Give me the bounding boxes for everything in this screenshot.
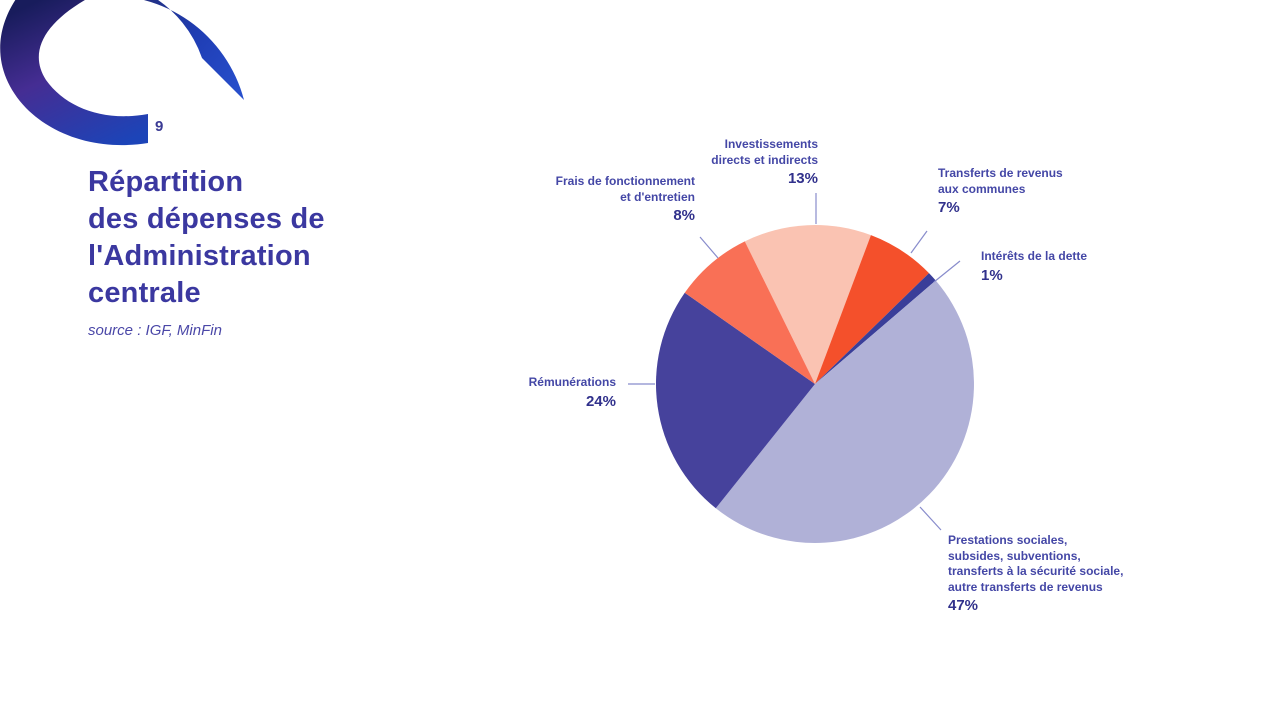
pie-slice-investissements — [744, 225, 871, 384]
pie-value-interets-dette: 1% — [981, 266, 1003, 284]
pie-value-remunerations: 24% — [585, 392, 616, 410]
pie-slices-group — [655, 225, 974, 543]
pie-label-prestations-sociales: Prestations sociales, subsides, subventi… — [948, 533, 1124, 614]
arc-swoosh-inner — [143, 0, 244, 100]
leader-line-transferts-communes — [910, 230, 928, 254]
pie-label-frais-fonctionnement: Frais de fonctionnement et d'entretien 8… — [555, 174, 695, 224]
page-number: 9 — [155, 118, 164, 135]
pie-slice-interets-dette — [815, 273, 936, 384]
leader-lines-group — [628, 193, 961, 531]
slide-title-line: des dépenses de — [88, 203, 325, 235]
source-caption: source : IGF, MinFin — [88, 322, 222, 339]
pie-label-investissements: Investissements directs et indirects 13% — [711, 137, 818, 187]
slide-title-line: l'Administration — [88, 240, 311, 272]
leader-line-prestations-sociales — [919, 506, 942, 531]
leader-line-frais-fonctionnement — [699, 236, 719, 259]
pie-label-transferts-communes: Transferts de revenus aux communes 7% — [938, 166, 1063, 216]
pie-slice-remunerations — [655, 292, 815, 509]
slide-title-line: Répartition — [88, 166, 244, 198]
pie-slice-prestations-sociales — [715, 280, 974, 543]
pie-slice-transferts-communes — [815, 235, 929, 384]
arc-swoosh-outer — [0, 0, 148, 146]
slide-title-line: centrale — [88, 277, 201, 309]
brand-arc-logo — [0, 0, 244, 146]
leader-line-interets-dette — [933, 260, 961, 283]
pie-value-frais-fonctionnement: 8% — [673, 207, 695, 224]
pie-slice-frais-fonctionnement — [684, 241, 815, 384]
pie-label-interets-dette: Intérêts de la dette 1% — [981, 249, 1088, 284]
pie-value-prestations-sociales: 47% — [948, 597, 979, 614]
pie-value-investissements: 13% — [787, 170, 818, 187]
pie-label-remunerations: Rémunérations 24% — [528, 375, 616, 410]
pie-value-transferts-communes: 7% — [938, 199, 960, 216]
slide-title-block: Répartition des dépenses de l'Administra… — [88, 164, 418, 339]
